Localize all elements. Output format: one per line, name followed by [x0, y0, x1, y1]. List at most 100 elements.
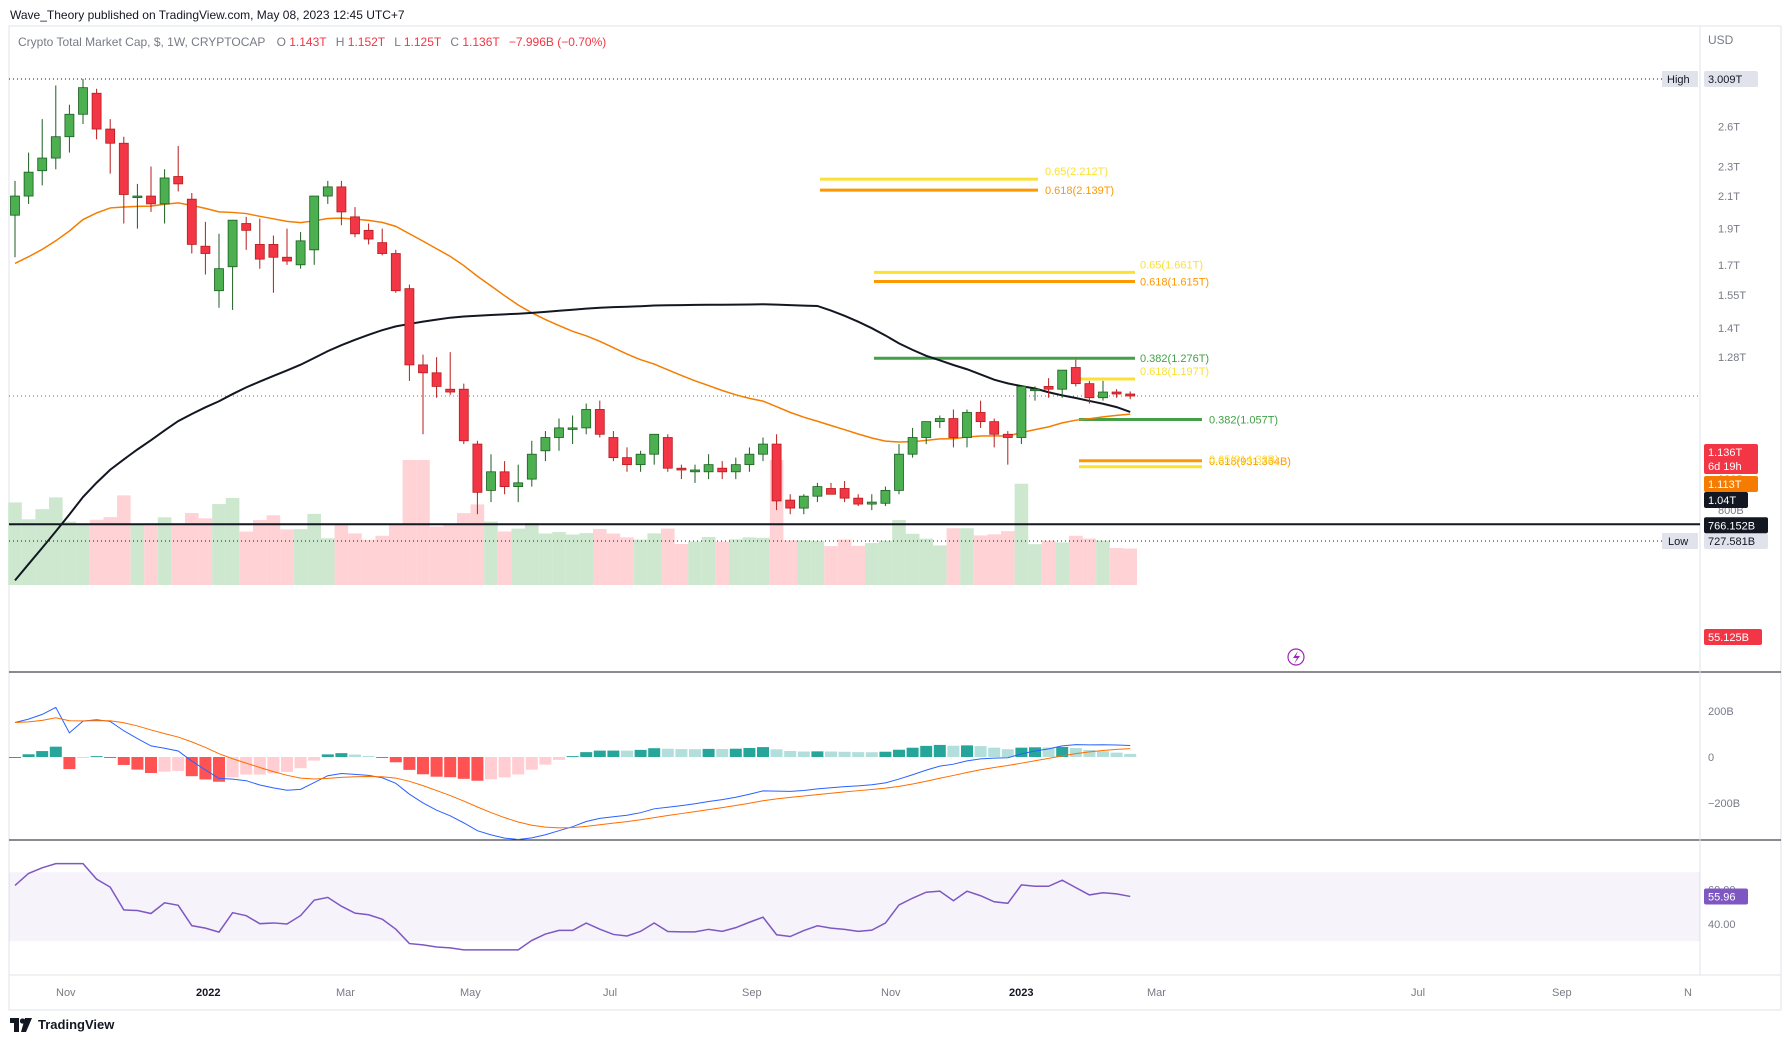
candle-body [1125, 393, 1136, 397]
macd-histogram-bar [485, 757, 497, 780]
candle-body [1030, 388, 1040, 392]
sma-value-badge-text: 1.04T [1708, 495, 1736, 507]
reference-lines [9, 78, 1700, 542]
volume-area [8, 460, 1137, 585]
candle-body [10, 195, 20, 216]
legend-low-value: 1.125T [404, 35, 442, 49]
high-value-badge-bg [1704, 71, 1758, 87]
support-value-badge: 766.152B [1704, 517, 1768, 534]
macd-histogram-bar [906, 747, 919, 757]
candle-body [798, 495, 809, 509]
candle-body [350, 216, 360, 235]
macd-histogram-bar [661, 748, 674, 757]
volume-bar [1123, 548, 1137, 585]
candle [309, 195, 320, 265]
ema-line [14, 202, 1131, 443]
tradingview-brand[interactable]: TradingView [10, 1017, 114, 1032]
legend-high-label: H [336, 35, 345, 49]
macd-histogram-bar [553, 757, 565, 760]
macd-histogram-bar [716, 749, 729, 757]
volume-bar [552, 532, 566, 585]
volume-bar [865, 543, 879, 585]
candle-body [173, 176, 184, 185]
macd-histogram-bar [865, 752, 878, 757]
low-marker-bg [1662, 533, 1698, 549]
candle-body [254, 244, 265, 260]
price-axis-tick: 800B [1718, 505, 1744, 517]
fib-level-label: 0.618(1.615T) [1140, 277, 1209, 289]
macd-histogram-bar [22, 754, 35, 757]
candle-body [975, 412, 986, 423]
candle [975, 400, 986, 428]
candle-body [853, 497, 864, 505]
candle-body [23, 171, 34, 197]
macd-histogram-bar [240, 757, 253, 775]
volume-bar [89, 519, 104, 585]
volume-bar [878, 540, 893, 585]
ema-value-badge-text: 1.113T [1708, 479, 1742, 491]
candle [118, 136, 129, 224]
candle [418, 354, 428, 435]
candle-body [866, 501, 877, 505]
macd-histogram-bar [689, 749, 701, 757]
volume-bar [457, 513, 471, 585]
candle-body [404, 288, 415, 366]
candle [295, 232, 306, 269]
macd-axis-tick: −200B [1708, 798, 1740, 810]
candle [23, 152, 34, 204]
candle [78, 78, 88, 125]
candle-body [1070, 367, 1081, 385]
rsi-axis-tick: 40.00 [1708, 919, 1736, 931]
volume-bar [389, 524, 403, 585]
volume-bar [253, 520, 267, 585]
macd-histogram-bar [933, 744, 946, 757]
macd-line [14, 706, 1131, 840]
macd-histogram-bar [784, 751, 797, 757]
fib-level-label: 0.618(2.139T) [1045, 185, 1114, 197]
macd-histogram-bar [593, 750, 606, 757]
candle-body [826, 488, 836, 495]
candle-body [431, 372, 442, 387]
macd-histogram-bar [131, 757, 144, 770]
ema-value-badge: 1.113T [1704, 476, 1758, 492]
candle [540, 431, 551, 462]
volume-bar [1028, 544, 1042, 585]
candle-body [186, 198, 197, 245]
volume-bar [484, 521, 498, 585]
macd-histogram-bar [580, 752, 593, 757]
volume-bar [225, 497, 240, 585]
candle [554, 418, 564, 451]
candle [64, 104, 75, 153]
candle-body [458, 388, 469, 442]
candle-body [268, 244, 279, 258]
time-axis-tick: May [460, 987, 481, 999]
brand-name: TradingView [38, 1017, 115, 1032]
candle [812, 482, 823, 503]
candle [227, 219, 238, 310]
volume-bar [62, 521, 77, 585]
lightning-icon[interactable] [1287, 648, 1305, 666]
volume-bar [1001, 531, 1015, 585]
volume-bar [497, 531, 512, 585]
candle [91, 88, 102, 140]
volume-value-badge: 55.125B [1704, 629, 1762, 645]
macd-histogram-bar [362, 755, 375, 757]
candle-body [1002, 433, 1013, 438]
candle [1125, 391, 1136, 400]
volume-bar [674, 544, 689, 585]
macd-histogram-bar [770, 749, 783, 757]
volume-bar [130, 523, 145, 585]
svg-text:Crypto Total Market Cap, $, 1W: Crypto Total Market Cap, $, 1W, CRYPTOCA… [18, 35, 606, 49]
candle [282, 228, 292, 265]
candle-body [785, 499, 796, 509]
candle [1084, 380, 1095, 404]
candle [662, 434, 673, 472]
moving-averages [14, 202, 1131, 582]
candle [1030, 386, 1040, 401]
fibonacci-levels: 0.65(2.212T) 0.618(2.139T) 0.65(1.661T) 0.6… [820, 166, 1291, 469]
countdown-text: 6d 19h [1708, 461, 1742, 473]
candle-body [594, 409, 605, 435]
volume-bar [1082, 538, 1097, 585]
macd-histogram-bar [852, 752, 865, 757]
